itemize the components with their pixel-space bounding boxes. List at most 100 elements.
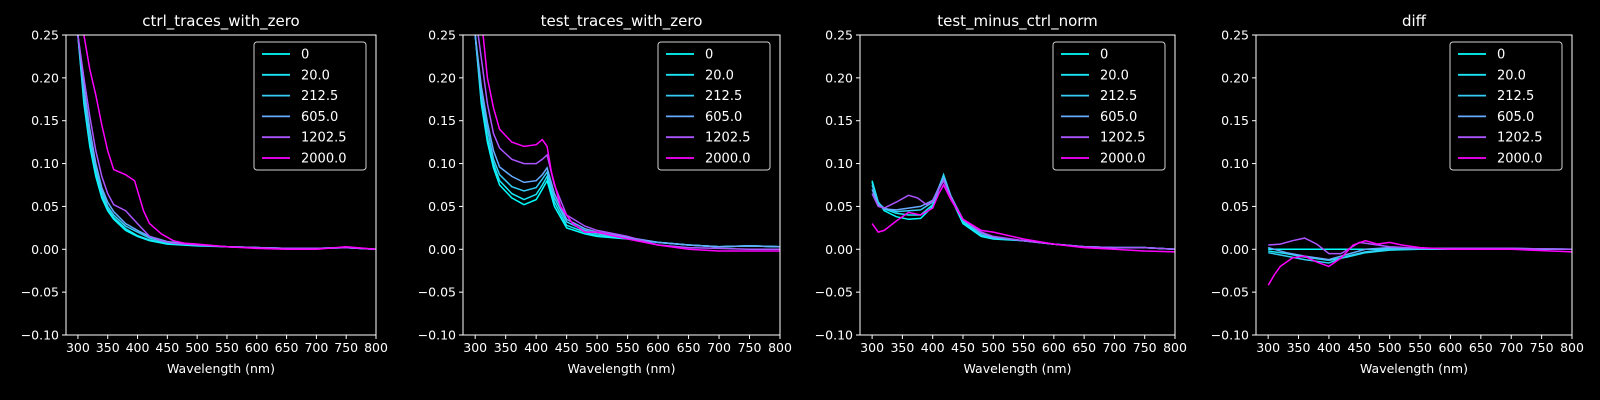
x-tick-label: 800 xyxy=(1163,340,1187,355)
x-tick-label: 450 xyxy=(1347,340,1371,355)
y-tick-label: 0.05 xyxy=(428,199,456,214)
x-tick-label: 750 xyxy=(334,340,358,355)
legend: 0 20.0 212.5 605.0 1202.5 2000.0 xyxy=(1449,41,1563,171)
plot-frame xyxy=(462,34,781,336)
y-tick-label: 0.25 xyxy=(825,28,853,43)
series-line-2000.0 xyxy=(1267,239,1572,286)
y-tick-label: 0.15 xyxy=(1221,113,1249,128)
x-tick-label: 400 xyxy=(921,340,945,355)
legend-entry: 212.5 xyxy=(1497,89,1534,104)
chart-title: test_minus_ctrl_norm xyxy=(937,12,1098,31)
chart-panel-test-traces: test_traces_with_zero 300 350 400 450 500 550 6… xyxy=(418,12,792,376)
series-line-20.0 xyxy=(1268,248,1572,262)
x-tick-label: 700 xyxy=(304,340,328,355)
y-tick-label: −0.05 xyxy=(1211,285,1249,300)
y-tick-label: 0.20 xyxy=(825,70,853,85)
y-tick-label: 0.10 xyxy=(31,156,59,171)
x-tick-label: 600 xyxy=(245,340,269,355)
x-tick-label: 800 xyxy=(768,340,792,355)
y-tick-label: 0.20 xyxy=(31,70,59,85)
x-tick-label: 500 xyxy=(185,340,209,355)
chart-title: ctrl_traces_with_zero xyxy=(142,12,299,31)
legend-entry: 605.0 xyxy=(301,110,338,125)
y-tick-label: 0.15 xyxy=(31,113,59,128)
series-line-1202.5 xyxy=(1268,237,1572,255)
y-tick-label: 0.05 xyxy=(1221,199,1249,214)
y-tick-label: 0.00 xyxy=(31,242,59,257)
series-line-1202.5 xyxy=(77,35,376,251)
y-tick-label: −0.10 xyxy=(1211,328,1249,343)
plot-frame xyxy=(859,34,1176,336)
y-tick-label: 0.10 xyxy=(1221,156,1249,171)
legend-entry: 605.0 xyxy=(1497,110,1534,125)
y-tick-label: 0.05 xyxy=(31,199,59,214)
legend-entry: 1202.5 xyxy=(705,131,751,146)
x-tick-label: 350 xyxy=(494,340,518,355)
chart-title: diff xyxy=(1402,12,1427,30)
y-tick-label: 0.05 xyxy=(825,199,853,214)
x-tick-label: 600 xyxy=(1439,340,1463,355)
series-line-2000.0 xyxy=(482,35,780,252)
x-tick-label: 800 xyxy=(1560,340,1584,355)
x-tick-label: 350 xyxy=(890,340,914,355)
x-tick-label: 600 xyxy=(1042,340,1066,355)
x-axis-label: Wavelength (nm) xyxy=(167,361,275,376)
series-line-2000.0 xyxy=(83,35,376,251)
legend-entry: 605.0 xyxy=(705,110,742,125)
x-tick-label: 400 xyxy=(126,340,150,355)
legend-entry: 212.5 xyxy=(301,89,338,104)
legend-entry: 1202.5 xyxy=(1100,131,1146,146)
x-tick-label: 450 xyxy=(155,340,179,355)
legend-entry: 212.5 xyxy=(705,89,742,104)
y-tick-label: 0.15 xyxy=(825,113,853,128)
x-tick-label: 300 xyxy=(66,340,90,355)
x-tick-label: 400 xyxy=(524,340,548,355)
legend-entry: 2000.0 xyxy=(301,152,347,167)
x-tick-label: 750 xyxy=(1530,340,1554,355)
series-line-2000.0 xyxy=(871,183,1175,253)
y-tick-label: 0.20 xyxy=(428,70,456,85)
y-tick-label: 0.00 xyxy=(825,242,853,257)
series-group xyxy=(1267,237,1572,286)
x-tick-label: 500 xyxy=(1378,340,1402,355)
series-group xyxy=(871,172,1175,253)
x-tick-label: 550 xyxy=(616,340,640,355)
plot-frame xyxy=(1255,34,1573,336)
chart-panel-test-minus-ctrl: test_minus_ctrl_norm 300 350 400 450 500 550 60… xyxy=(815,12,1187,376)
y-tick-label: −0.05 xyxy=(418,285,456,300)
chart-panel-ctrl-traces: ctrl_traces_with_zero 300 350 400 450 500 550 6… xyxy=(21,12,388,376)
x-tick-label: 450 xyxy=(951,340,975,355)
x-tick-label: 650 xyxy=(275,340,299,355)
plot-frame xyxy=(65,34,377,336)
x-tick-label: 500 xyxy=(585,340,609,355)
y-tick-label: 0.10 xyxy=(428,156,456,171)
y-tick-label: 0.20 xyxy=(1221,70,1249,85)
y-tick-label: 0.25 xyxy=(428,28,456,43)
x-tick-label: 800 xyxy=(364,340,388,355)
y-tick-label: −0.10 xyxy=(418,328,456,343)
series-group xyxy=(77,35,376,251)
x-tick-label: 350 xyxy=(96,340,120,355)
x-tick-label: 650 xyxy=(1469,340,1493,355)
x-axis-label: Wavelength (nm) xyxy=(568,361,676,376)
x-tick-label: 550 xyxy=(215,340,239,355)
legend-entry: 20.0 xyxy=(1497,68,1526,83)
x-tick-label: 350 xyxy=(1287,340,1311,355)
y-tick-label: −0.05 xyxy=(815,285,853,300)
x-tick-label: 600 xyxy=(646,340,670,355)
x-tick-label: 300 xyxy=(463,340,487,355)
series-group xyxy=(474,35,780,252)
x-tick-label: 300 xyxy=(860,340,884,355)
x-tick-label: 450 xyxy=(555,340,579,355)
y-tick-label: 0.25 xyxy=(1221,28,1249,43)
legend: 0 20.0 212.5 605.0 1202.5 2000.0 xyxy=(253,41,367,171)
y-tick-label: 0.10 xyxy=(825,156,853,171)
legend: 0 20.0 212.5 605.0 1202.5 2000.0 xyxy=(1052,41,1166,171)
legend-entry: 0 xyxy=(301,48,309,63)
y-tick-label: −0.10 xyxy=(21,328,59,343)
legend-entry: 605.0 xyxy=(1100,110,1137,125)
x-tick-label: 550 xyxy=(1408,340,1432,355)
legend: 0 20.0 212.5 605.0 1202.5 2000.0 xyxy=(657,41,771,171)
y-tick-label: 0.15 xyxy=(428,113,456,128)
